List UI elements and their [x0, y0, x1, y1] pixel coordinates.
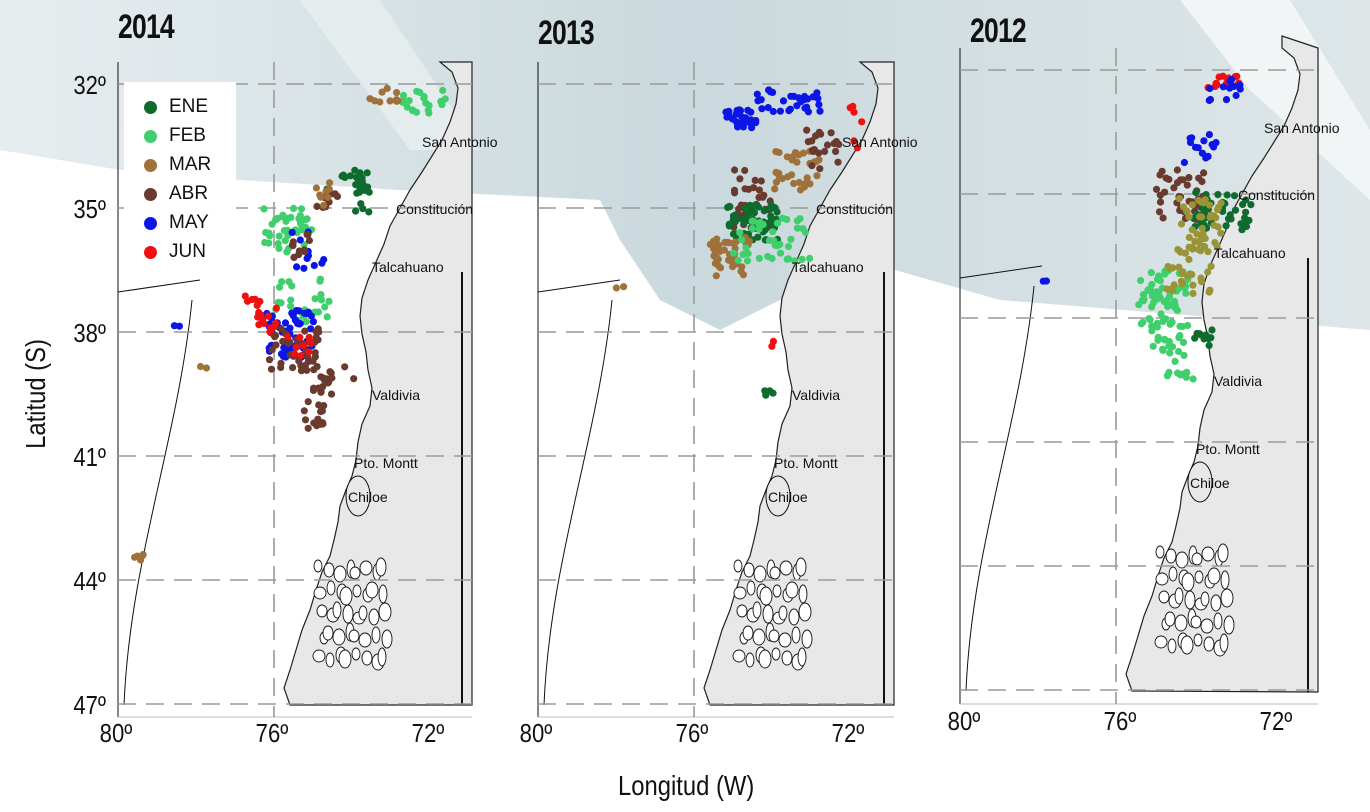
legend: ENE FEB MAR ABR MAY JUN — [124, 82, 236, 278]
catch-points — [612, 86, 866, 399]
map-panel-2013: San Antonio Constitución Talcahuano Valdivi… — [537, 61, 918, 718]
legend-swatch — [144, 100, 157, 114]
city-label: Constitución — [396, 201, 473, 217]
city-label: Pto. Montt — [354, 455, 418, 471]
city-label: Talcahuano — [792, 259, 864, 275]
lat-tick-35: 35º — [73, 194, 106, 224]
land-shape — [1125, 35, 1319, 693]
catch-points — [1039, 72, 1255, 383]
lat-tick-47: 47º — [73, 690, 106, 720]
legend-label: MAR — [169, 154, 212, 175]
lon-tick-80-p2: 80º — [519, 718, 553, 748]
lat-tick-44: 44º — [73, 566, 106, 596]
panel-title-2012: 2012 — [970, 12, 1027, 50]
legend-label: ABR — [169, 183, 209, 204]
lon-tick-72-p2: 72º — [831, 718, 865, 748]
legend-label: MAY — [169, 212, 209, 233]
legend-item-may: MAY — [144, 212, 209, 234]
map-panel-2012: San Antonio Constitución Talcahuano Valdivi… — [959, 35, 1340, 705]
legend-item-ene: ENE — [144, 96, 208, 118]
panel-title-2013: 2013 — [538, 14, 595, 52]
legend-swatch — [144, 187, 157, 201]
city-label: Constitución — [1238, 187, 1315, 203]
city-label: Valdivia — [1214, 373, 1262, 389]
legend-swatch — [144, 158, 157, 172]
legend-label: ENE — [169, 96, 209, 117]
legend-item-feb: FEB — [144, 125, 206, 147]
city-label: Pto. Montt — [1196, 441, 1260, 457]
city-label: Valdivia — [792, 387, 840, 403]
city-label: Talcahuano — [372, 259, 444, 275]
legend-swatch — [144, 129, 157, 143]
city-label: Constitución — [816, 201, 893, 217]
legend-label: FEB — [169, 125, 206, 146]
legend-label: JUN — [169, 241, 206, 262]
panel-title-2014: 2014 — [118, 8, 175, 46]
legend-swatch — [144, 216, 157, 230]
legend-item-mar: MAR — [144, 154, 211, 176]
lon-tick-72-p1: 72º — [411, 718, 445, 748]
lat-tick-38: 38º — [73, 318, 106, 348]
land-shape — [283, 61, 473, 706]
lon-tick-76-p2: 76º — [675, 718, 709, 748]
city-label: Valdivia — [372, 387, 420, 403]
catch-points — [131, 84, 449, 564]
lat-tick-41: 41º — [73, 442, 106, 472]
legend-item-abr: ABR — [144, 183, 208, 205]
lon-tick-80-p1: 80º — [99, 718, 133, 748]
city-label: Chiloe — [1190, 475, 1230, 491]
lon-tick-76-p3: 76º — [1103, 706, 1137, 736]
city-label: San Antonio — [1264, 120, 1340, 136]
y-axis-title: Latitud (S) — [20, 339, 51, 449]
lat-tick-32: 32º — [73, 70, 106, 100]
city-label: San Antonio — [842, 134, 918, 150]
map-panel-2014: San Antonio Constitución Talcahuano Valdivi… — [117, 61, 498, 718]
x-axis-title: Longitud (W) — [618, 770, 755, 801]
lon-tick-76-p1: 76º — [255, 718, 289, 748]
legend-item-jun: JUN — [144, 241, 206, 263]
city-label: Chiloe — [348, 489, 388, 505]
lon-tick-80-p3: 80º — [947, 706, 981, 736]
city-label: San Antonio — [422, 134, 498, 150]
city-label: Talcahuano — [1214, 245, 1286, 261]
city-label: Pto. Montt — [774, 455, 838, 471]
city-label: Chiloe — [768, 489, 808, 505]
lon-tick-72-p3: 72º — [1259, 706, 1293, 736]
legend-swatch — [144, 245, 157, 259]
